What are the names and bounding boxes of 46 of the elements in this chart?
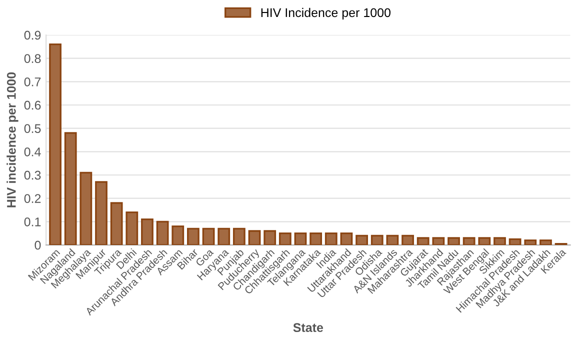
bar: [49, 44, 62, 245]
bar: [278, 232, 292, 245]
y-tick-label: 0.9: [24, 30, 41, 40]
legend-label: HIV Incidence per 1000: [261, 8, 390, 20]
bar: [141, 218, 154, 245]
bar: [156, 220, 169, 245]
bar: [126, 212, 138, 245]
bar: [462, 237, 476, 245]
bar: [448, 237, 460, 245]
y-tick-label: 0.1: [24, 217, 41, 226]
bar: [80, 172, 92, 245]
bar: [202, 228, 215, 245]
bar: [416, 237, 430, 245]
bar: [478, 237, 491, 245]
bar: [248, 230, 261, 245]
bar: [386, 234, 399, 245]
bar: [508, 238, 522, 245]
bar: [540, 240, 552, 245]
bar: [494, 237, 506, 245]
bar: [110, 202, 123, 245]
bar: [172, 226, 184, 245]
bar: [294, 232, 307, 245]
x-axis-title: State: [293, 323, 324, 332]
bar: [340, 232, 353, 245]
bar: [232, 228, 246, 245]
bar: [64, 132, 77, 245]
bar: [370, 234, 384, 245]
bar: [432, 237, 445, 245]
bar: [264, 230, 276, 245]
y-tick-label: 0.3: [24, 170, 41, 180]
bar: [310, 232, 322, 245]
bar: [402, 234, 414, 245]
y-tick-label: 0: [34, 240, 41, 250]
bar: [218, 228, 230, 245]
bar: [95, 181, 108, 245]
y-tick-label: 0.7: [24, 77, 41, 86]
y-axis-title: HIV incidence per 1000: [6, 72, 18, 208]
y-tick-label: 0.8: [24, 54, 41, 63]
y-tick-label: 0.6: [24, 100, 41, 110]
bar: [524, 240, 537, 245]
y-tick-label: 0.4: [24, 147, 41, 156]
y-tick-label: 0.5: [24, 124, 41, 133]
bar: [324, 232, 338, 245]
bar: [187, 228, 200, 245]
y-tick-label: 0.2: [24, 194, 41, 203]
bar: [356, 234, 368, 245]
